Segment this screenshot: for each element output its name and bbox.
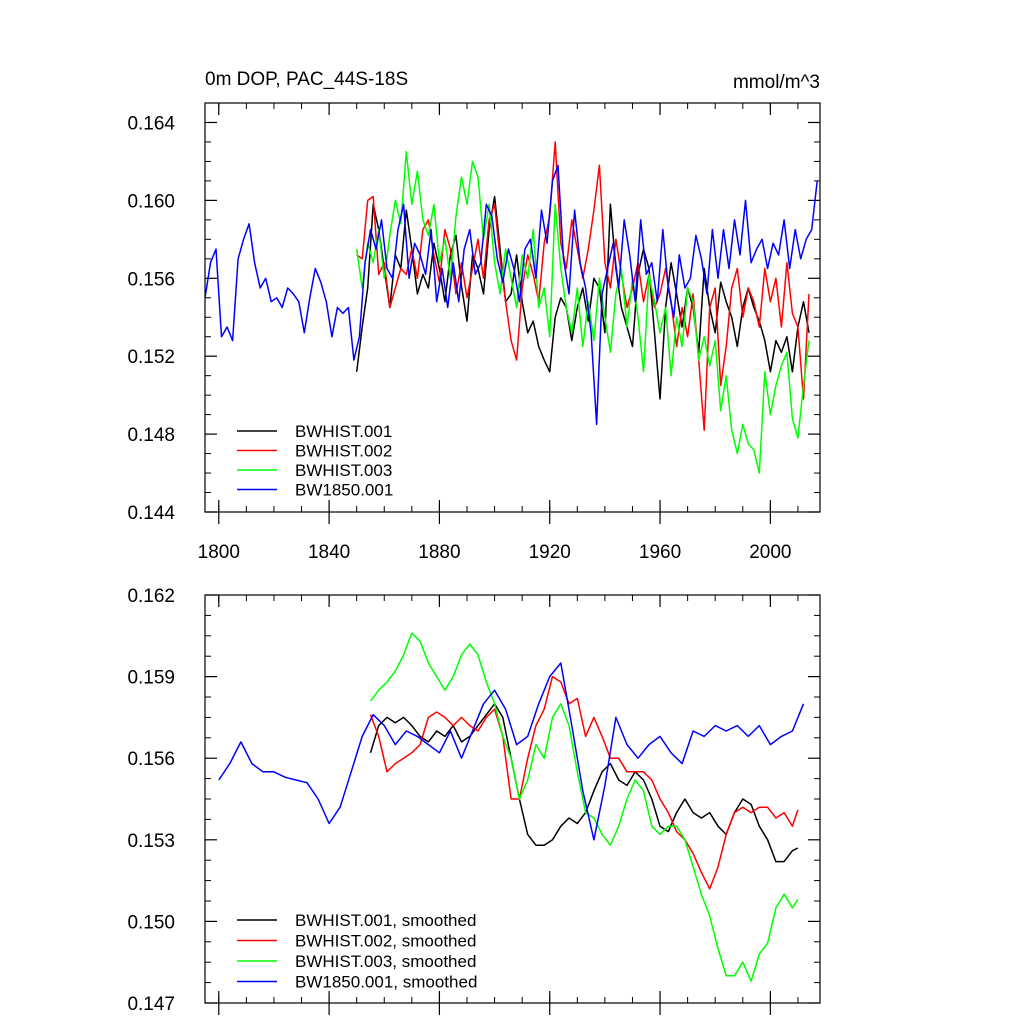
y-tick-label: 0.164 [127, 113, 175, 134]
series-line-2 [369, 632, 799, 982]
legend-label-2: BWHIST.003, smoothed [295, 952, 476, 971]
y-tick-label: 0.153 [127, 831, 175, 852]
series-line-3 [218, 662, 805, 841]
legend-label-2: BWHIST.003 [295, 461, 392, 480]
legend-label-1: BWHIST.002 [295, 442, 392, 461]
y-tick-label: 0.150 [127, 912, 175, 933]
legend-label-0: BWHIST.001, smoothed [295, 911, 476, 930]
y-tick-label: 0.156 [127, 269, 175, 290]
x-tick-label: 1840 [308, 542, 350, 563]
units-label: mmol/m^3 [733, 72, 820, 93]
y-tick-label: 0.162 [127, 586, 175, 607]
legend-label-1: BWHIST.002, smoothed [295, 932, 476, 951]
legend-label-3: BW1850.001 [295, 481, 393, 500]
y-tick-label: 0.147 [127, 994, 175, 1015]
x-tick-label: 1800 [198, 542, 240, 563]
series-line-1 [369, 675, 799, 890]
plot-frame [204, 102, 821, 513]
series-line-0 [355, 195, 810, 400]
bottom-chart: 0.147 0.150 0.153 0.156 0.159 0.162 BWHIST.001… [127, 586, 821, 1015]
y-tick-label: 0.159 [127, 668, 175, 689]
y-tick-label: 0.148 [127, 425, 175, 446]
y-tick-label: 0.152 [127, 347, 175, 368]
legend-label-0: BWHIST.001 [295, 422, 392, 441]
x-tick-label: 1920 [529, 542, 571, 563]
series-line-3 [205, 164, 818, 426]
series-line-2 [355, 150, 810, 474]
series-line-1 [356, 141, 810, 431]
x-tick-label: 1880 [418, 542, 460, 563]
y-tick-label: 0.156 [127, 749, 175, 770]
x-tick-label: 1960 [639, 542, 681, 563]
y-tick-label: 0.160 [127, 191, 175, 212]
legend-label-3: BW1850.001, smoothed [295, 973, 477, 992]
y-tick-label: 0.144 [127, 503, 175, 524]
chart-title: 0m DOP, PAC_44S-18S [205, 69, 408, 90]
top-chart: 0m DOP, PAC_44S-18S mmol/m^3 0.144 0.148 0.1… [127, 69, 821, 563]
x-tick-label: 2000 [749, 542, 791, 563]
